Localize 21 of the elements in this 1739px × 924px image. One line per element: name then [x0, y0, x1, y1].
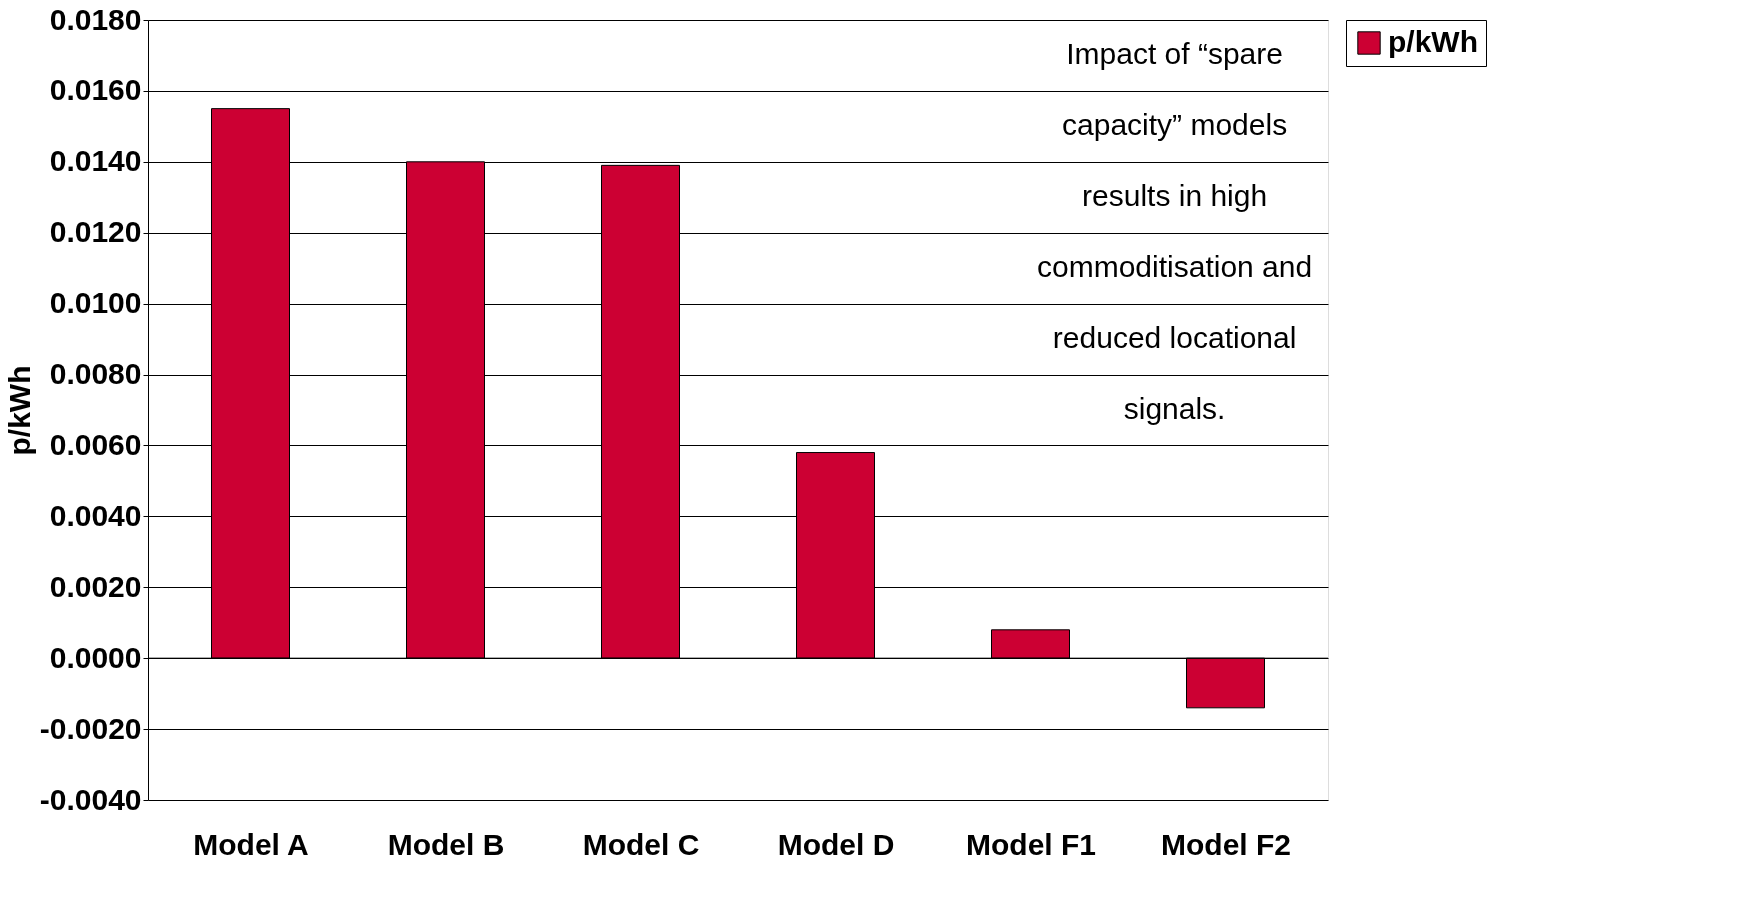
x-tick-label: Model F2 — [1160, 827, 1292, 861]
y-tick-label: 0.0080 — [49, 357, 142, 391]
y-tick-label: -0.0020 — [39, 711, 142, 745]
y-tick-label: -0.0040 — [39, 782, 142, 816]
y-axis-title: p/kWh — [2, 365, 36, 456]
y-tick-label: 0.0180 — [49, 2, 142, 36]
y-tick-label: 0.0140 — [49, 144, 142, 178]
y-tick-label: 0.0000 — [49, 640, 142, 674]
y-tick-label: 0.0020 — [49, 569, 142, 603]
y-tick-label: 0.0040 — [49, 498, 142, 532]
x-tick-label: Model F1 — [965, 827, 1097, 861]
y-tick-label: 0.0060 — [49, 427, 142, 461]
x-tick-label: Model B — [387, 827, 505, 861]
text: Impact of “spare capacity” models results in high commoditisation and reduced locational signals. — [1037, 37, 1313, 425]
y-tick-label: 0.0120 — [49, 215, 142, 249]
x-tick-label: Model D — [777, 827, 895, 861]
y-tick-label: 0.0100 — [49, 286, 142, 320]
y-tick-label: 0.0160 — [49, 73, 142, 107]
legend-label: p/kWh — [1388, 25, 1478, 58]
x-tick-label: Model C — [582, 827, 700, 861]
x-tick-label: Model A — [193, 827, 309, 861]
